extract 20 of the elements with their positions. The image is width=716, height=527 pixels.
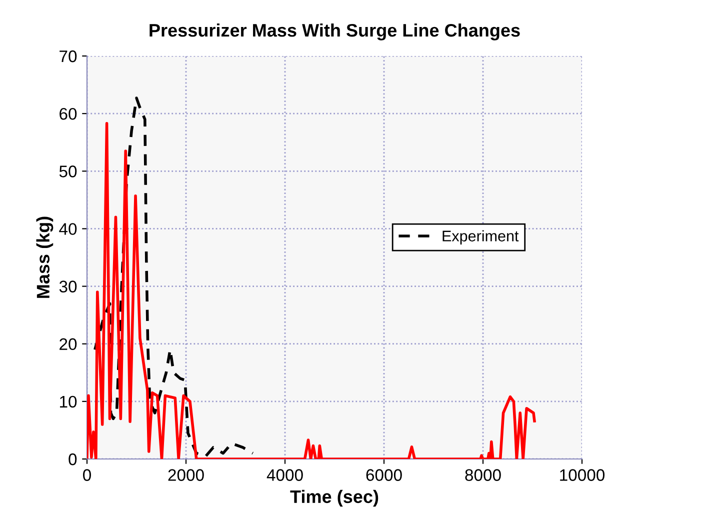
line-series <box>87 122 536 459</box>
x-tick-label: 2000 <box>168 469 204 481</box>
chart-title: Pressurizer Mass With Surge Line Changes <box>150 23 520 40</box>
y-axis-title: Mass (kg) <box>36 216 54 298</box>
x-tick-label: 4000 <box>266 469 303 481</box>
x-tick-label: 10000 <box>560 469 605 481</box>
y-tick-label: 20 <box>60 338 77 350</box>
y-tick-label: 70 <box>60 50 77 62</box>
y-tick-label: 60 <box>60 108 77 120</box>
y-tick-label: 50 <box>59 166 77 178</box>
y-tick-label: 40 <box>59 223 77 235</box>
x-tick-label: 8000 <box>465 469 501 481</box>
x-tick-label: 0 <box>83 469 91 481</box>
legend-label: Experiment <box>442 230 519 244</box>
x-tick-label: 6000 <box>366 469 402 481</box>
x-axis-title: Time (sec) <box>290 490 378 507</box>
y-tick-label: 10 <box>60 396 77 408</box>
y-tick-label: 30 <box>59 280 77 292</box>
y-tick-label: 0 <box>68 453 77 466</box>
line-series <box>94 96 254 458</box>
